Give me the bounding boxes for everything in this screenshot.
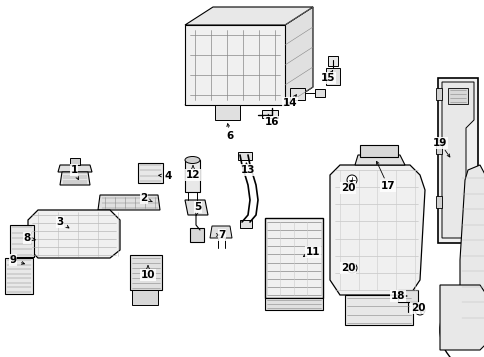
Polygon shape [184, 25, 285, 105]
Polygon shape [70, 158, 80, 165]
Polygon shape [344, 295, 412, 325]
Text: 14: 14 [282, 98, 297, 108]
Polygon shape [130, 255, 162, 290]
Polygon shape [354, 155, 404, 165]
Polygon shape [447, 88, 467, 104]
Text: 3: 3 [56, 217, 63, 227]
Circle shape [346, 175, 356, 185]
Polygon shape [240, 220, 252, 228]
Polygon shape [264, 298, 322, 310]
Polygon shape [28, 210, 120, 258]
Polygon shape [58, 165, 92, 172]
Polygon shape [435, 88, 441, 100]
Text: 20: 20 [410, 303, 424, 313]
Polygon shape [60, 172, 90, 185]
Text: 6: 6 [226, 131, 233, 141]
Polygon shape [261, 110, 277, 118]
Polygon shape [10, 225, 34, 257]
Text: 10: 10 [140, 270, 155, 280]
Polygon shape [184, 7, 312, 25]
Polygon shape [441, 82, 473, 238]
Polygon shape [359, 145, 397, 157]
Polygon shape [184, 160, 199, 192]
Polygon shape [5, 258, 33, 294]
Polygon shape [184, 200, 208, 215]
Text: 4: 4 [164, 171, 171, 181]
Ellipse shape [184, 156, 199, 164]
Text: 9: 9 [9, 255, 16, 265]
Text: 19: 19 [432, 138, 446, 148]
Text: 8: 8 [23, 233, 30, 243]
Text: 13: 13 [240, 165, 255, 175]
Text: 17: 17 [380, 181, 394, 191]
Polygon shape [98, 195, 160, 210]
Text: 2: 2 [140, 193, 147, 203]
Text: 15: 15 [320, 73, 334, 83]
Text: 7: 7 [218, 230, 225, 240]
Text: 20: 20 [340, 183, 354, 193]
Polygon shape [132, 290, 158, 305]
Polygon shape [190, 228, 204, 242]
Polygon shape [264, 218, 322, 298]
Text: 18: 18 [390, 291, 405, 301]
Polygon shape [184, 87, 312, 105]
Text: 16: 16 [264, 117, 279, 127]
Polygon shape [210, 226, 231, 238]
Polygon shape [459, 165, 484, 325]
Polygon shape [397, 290, 417, 302]
Polygon shape [435, 142, 441, 154]
Circle shape [346, 263, 356, 273]
Polygon shape [329, 165, 424, 295]
Polygon shape [314, 89, 324, 97]
Polygon shape [214, 105, 240, 120]
Polygon shape [138, 163, 163, 183]
Text: 12: 12 [185, 170, 200, 180]
Polygon shape [437, 78, 477, 243]
Polygon shape [327, 56, 337, 66]
Text: 1: 1 [70, 165, 77, 175]
Polygon shape [435, 196, 441, 208]
Polygon shape [325, 68, 339, 85]
Text: 20: 20 [340, 263, 354, 273]
Circle shape [414, 305, 424, 315]
Polygon shape [238, 152, 252, 160]
Text: 11: 11 [305, 247, 319, 257]
Polygon shape [285, 7, 312, 105]
Polygon shape [439, 285, 484, 350]
Text: 5: 5 [194, 202, 201, 212]
Polygon shape [289, 88, 304, 100]
